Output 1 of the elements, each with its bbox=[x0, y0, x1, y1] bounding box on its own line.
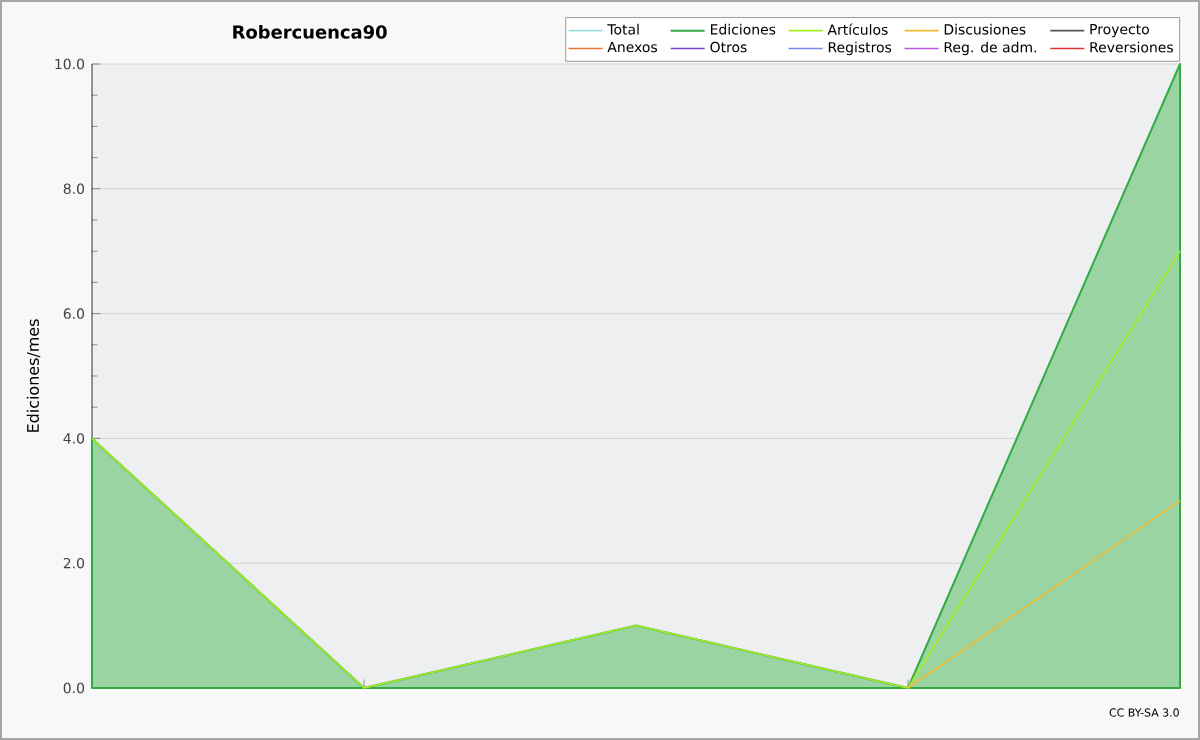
chart-title: Robercuenca90 bbox=[233, 24, 387, 39]
